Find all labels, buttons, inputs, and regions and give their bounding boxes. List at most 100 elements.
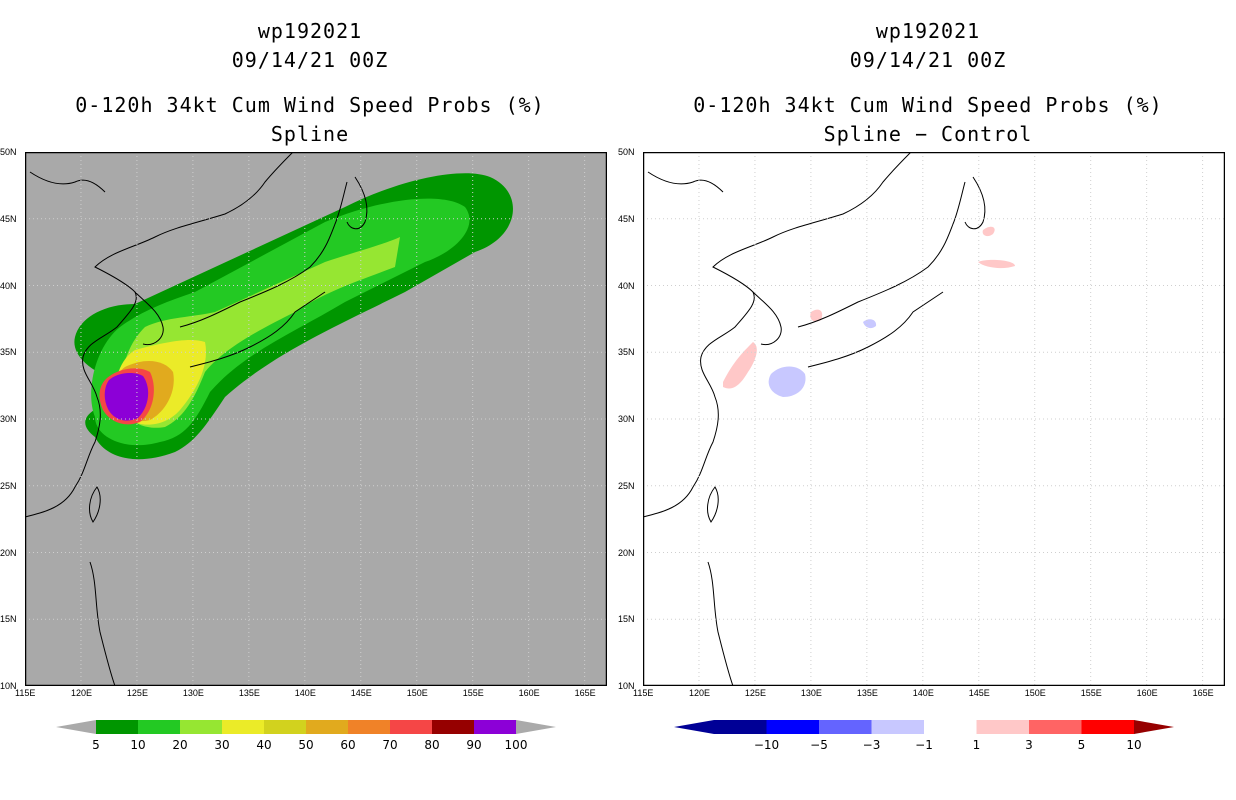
colorbar-segment <box>264 720 307 734</box>
lat-tick-label: 40N <box>0 280 17 291</box>
colorbar-segment <box>924 720 977 734</box>
prob-swath-90 <box>104 372 149 421</box>
left-storm-id: wp192021 <box>257 19 363 43</box>
colorbar-label: 50 <box>298 738 314 752</box>
colorbar-segment <box>976 720 1030 734</box>
colorbar-label: 10 <box>130 738 146 752</box>
colorbar-segment <box>96 720 139 734</box>
colorbar-label: 3 <box>1025 738 1033 752</box>
graticule <box>643 152 1225 686</box>
colorbar-label: 5 <box>92 738 100 752</box>
diff-negative-area-japan-sea <box>863 319 877 329</box>
lon-tick-label: 145E <box>968 688 990 698</box>
lat-tick-label: 50N <box>0 147 17 157</box>
graticule <box>25 152 607 686</box>
left-colorbar <box>56 720 556 734</box>
colorbar-segment <box>474 720 517 734</box>
colorbar-segment <box>348 720 391 734</box>
colorbar-high-arrow <box>1134 720 1174 734</box>
colorbar-label: 20 <box>172 738 188 752</box>
diff-positive-area-hokkaido <box>982 226 995 237</box>
colorbar-segment <box>306 720 349 734</box>
coastlines <box>643 152 986 686</box>
colorbar-segment <box>432 720 475 734</box>
lat-tick-label: 10N <box>0 681 17 691</box>
colorbar-label: 70 <box>382 738 398 752</box>
lon-tick-label: 155E <box>462 688 484 698</box>
lat-tick-label: 45N <box>618 213 635 224</box>
colorbar-high-arrow <box>516 720 556 734</box>
colorbar-label: 100 <box>504 738 528 752</box>
colorbar-label: −1 <box>915 738 933 752</box>
map-frame <box>643 152 1225 686</box>
lat-tick-label: 50N <box>618 147 635 157</box>
lat-tick-label: 20N <box>618 547 635 558</box>
diff-positive-area-east <box>978 259 1015 269</box>
lat-tick-label: 35N <box>0 347 17 358</box>
coastlines <box>25 152 368 686</box>
lon-tick-label: 150E <box>1024 688 1046 698</box>
colorbar-label: 1 <box>972 738 981 752</box>
colorbar-segment <box>1029 720 1082 734</box>
lat-tick-label: 10N <box>618 681 635 691</box>
colorbar-label: 40 <box>256 738 272 752</box>
difference-background <box>643 152 1225 686</box>
colorbar-label: −5 <box>810 738 828 752</box>
lon-tick-label: 165E <box>1192 688 1214 698</box>
lat-tick-label: 30N <box>0 414 17 424</box>
colorbar-low-arrow <box>56 720 96 734</box>
colorbar-segment <box>138 720 181 734</box>
lon-tick-label: 130E <box>182 688 204 698</box>
lat-tick-label: 25N <box>618 480 635 491</box>
lon-tick-label: 165E <box>574 688 596 698</box>
left-product-title: 0-120h 34kt Cum Wind Speed Probs (%) <box>75 93 545 117</box>
lon-tick-label: 120E <box>70 688 92 698</box>
lat-tick-label: 30N <box>618 414 635 424</box>
lon-tick-label: 140E <box>912 688 934 698</box>
colorbar-label: −10 <box>753 738 780 752</box>
diff-positive-area-yellow-sea <box>723 342 757 389</box>
lon-tick-label: 120E <box>688 688 710 698</box>
colorbar-segment <box>1081 720 1135 734</box>
lon-tick-label: 125E <box>744 688 766 698</box>
lat-tick-label: 15N <box>618 614 635 625</box>
diff-negative-area-east-china-sea <box>768 366 806 397</box>
colorbar-segment <box>714 720 767 734</box>
colorbar-label: 90 <box>466 738 482 752</box>
right-product-title: 0-120h 34kt Cum Wind Speed Probs (%) <box>693 93 1163 117</box>
lat-tick-label: 45N <box>0 213 17 224</box>
colorbar-label: 60 <box>340 738 356 752</box>
difference-shading <box>723 226 1015 397</box>
colorbar-segment <box>222 720 265 734</box>
left-title-block: wp192021 09/14/21 00Z 0-120h 34kt Cum Wi… <box>0 17 620 149</box>
right-storm-id: wp192021 <box>875 19 981 43</box>
colorbar-label: 80 <box>424 738 440 752</box>
lon-tick-label: 125E <box>126 688 148 698</box>
right-colorbar <box>674 720 1174 734</box>
lon-tick-label: 135E <box>856 688 878 698</box>
left-probability-map <box>25 152 607 686</box>
colorbar-segment <box>180 720 223 734</box>
lat-tick-label: 25N <box>0 480 17 491</box>
lon-tick-label: 155E <box>1080 688 1102 698</box>
map-frame <box>25 152 607 686</box>
lat-tick-label: 15N <box>0 614 17 625</box>
lon-tick-label: 135E <box>238 688 260 698</box>
lon-tick-label: 115E <box>15 688 36 698</box>
lon-tick-label: 160E <box>518 688 540 698</box>
lon-tick-label: 145E <box>350 688 372 698</box>
colorbar-label: −3 <box>862 738 881 752</box>
right-subtitle: Spline − Control <box>823 122 1033 146</box>
right-difference-map <box>643 152 1225 686</box>
colorbar-label: 5 <box>1077 738 1086 752</box>
colorbar-segment <box>390 720 433 734</box>
colorbar-label: 10 <box>1126 738 1142 752</box>
lon-tick-label: 140E <box>294 688 316 698</box>
lon-tick-label: 160E <box>1136 688 1158 698</box>
colorbar-low-arrow <box>674 720 714 734</box>
colorbar-segment <box>871 720 925 734</box>
right-title-block: wp192021 09/14/21 00Z 0-120h 34kt Cum Wi… <box>618 17 1236 149</box>
left-datetime: 09/14/21 00Z <box>231 48 389 72</box>
diff-positive-area-korea <box>810 309 823 322</box>
right-datetime: 09/14/21 00Z <box>849 48 1007 72</box>
